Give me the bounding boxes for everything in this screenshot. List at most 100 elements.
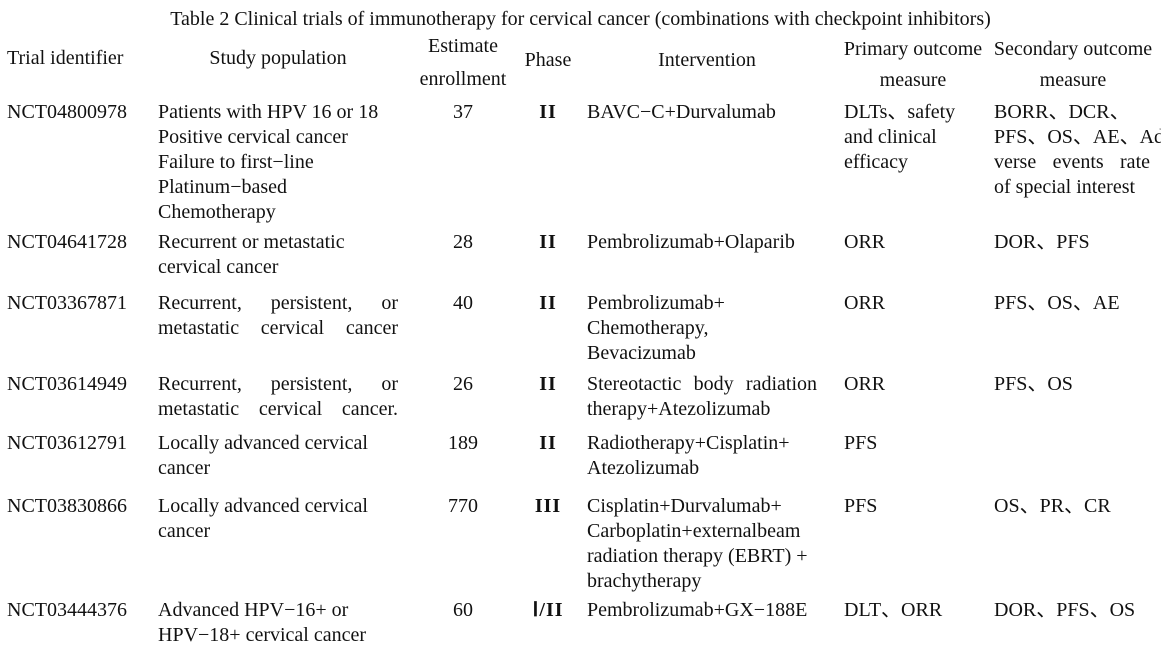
intervention-cell: BAVC−C+Durvalumab [587, 100, 817, 125]
secondary-line: PFS、OS、AE、Ad− [994, 126, 1161, 148]
phase: II [539, 432, 557, 454]
population-cell: Advanced HPV−16+ or HPV−18+ cervical canc… [158, 598, 398, 648]
secondary-line: DOR、PFS [994, 231, 1090, 253]
primary-cell: ORR [844, 230, 954, 255]
primary-cell: DLT、ORR [844, 598, 954, 623]
intervention-cell: Pembrolizumab+ Chemotherapy, Bevacizumab [587, 291, 817, 366]
population-line: cancer [158, 520, 211, 542]
intervention-line: Carboplatin+externalbeam [587, 520, 801, 542]
header-secondary-line1: Secondary outcome [993, 38, 1153, 60]
primary-cell: ORR [844, 291, 954, 316]
phase: Ⅰ/II [532, 599, 564, 621]
intervention-cell: Radiotherapy+Cisplatin+ Atezolizumab [587, 431, 817, 481]
population-line: Advanced HPV−16+ or [158, 599, 349, 621]
phase: II [539, 231, 557, 253]
primary-line: DLT、ORR [844, 599, 943, 621]
secondary-line: PFS、OS [994, 373, 1073, 395]
estimate-enrollment: 28 [453, 231, 473, 253]
population-line: Locally advanced cervical [158, 495, 368, 517]
trial-identifier: NCT03830866 [7, 495, 127, 517]
population-line: Recurrent, persistent, or [158, 292, 398, 314]
population-cell: Locally advanced cervical cancer [158, 431, 398, 481]
trial-identifier: NCT03367871 [7, 292, 127, 314]
phase: II [539, 292, 557, 314]
population-cell: Locally advanced cervical cancer [158, 494, 398, 544]
population-line: metastatic cervical cancer [158, 317, 398, 339]
primary-cell: DLTs、safety and clinical efficacy [844, 100, 956, 175]
trial-identifier: NCT03614949 [7, 373, 127, 395]
secondary-line: OS、PR、CR [994, 495, 1111, 517]
intervention-line: brachytherapy [587, 570, 702, 592]
intervention-line: BAVC−C+Durvalumab [587, 101, 776, 123]
header-enrollment-line1: Estimate [428, 35, 498, 57]
population-line: HPV−18+ cervical cancer [158, 624, 367, 646]
estimate-enrollment: 60 [453, 599, 473, 621]
population-line: Failure to first−line [158, 151, 314, 173]
header-trial-identifier: Trial identifier [7, 47, 124, 69]
phase: II [539, 373, 557, 395]
primary-line: ORR [844, 373, 886, 395]
estimate-enrollment: 189 [448, 432, 478, 454]
intervention-line: therapy+Atezolizumab [587, 398, 771, 420]
intervention-line: Stereotactic body radiation [587, 373, 817, 395]
intervention-line: Pembrolizumab+ [587, 292, 725, 314]
secondary-cell: BORR、DCR、 PFS、OS、AE、Ad− verse events rate o… [994, 100, 1161, 200]
intervention-line: Radiotherapy+Cisplatin+ [587, 432, 790, 454]
primary-line: ORR [844, 231, 886, 253]
intervention-line: radiation therapy (EBRT) + [587, 545, 808, 567]
secondary-cell: DOR、PFS、OS [994, 598, 1150, 623]
header-primary-line2: measure [879, 69, 947, 91]
header-primary-line1: Primary outcome [843, 38, 983, 60]
trial-identifier: NCT03444376 [7, 599, 127, 621]
secondary-line: of special interest [994, 176, 1136, 198]
primary-line: DLTs、safety [844, 101, 956, 123]
intervention-line: Pembrolizumab+Olaparib [587, 231, 795, 253]
secondary-cell: OS、PR、CR [994, 494, 1150, 519]
population-line: cervical cancer [158, 256, 279, 278]
secondary-line: BORR、DCR、 [994, 101, 1130, 123]
intervention-line: Bevacizumab [587, 342, 696, 364]
population-cell: Recurrent, persistent, or metastatic cerv… [158, 291, 398, 341]
trial-identifier: NCT04641728 [7, 231, 127, 253]
header-intervention: Intervention [658, 49, 756, 71]
intervention-line: Cisplatin+Durvalumab+ [587, 495, 782, 517]
secondary-line: PFS、OS、AE [994, 292, 1120, 314]
table-title: Table 2 Clinical trials of immunotherapy… [170, 8, 991, 30]
primary-cell: PFS [844, 431, 954, 456]
population-line: Positive cervical cancer [158, 126, 348, 148]
primary-line: efficacy [844, 151, 909, 173]
intervention-line: Pembrolizumab+GX−188E [587, 599, 808, 621]
primary-line: PFS [844, 432, 878, 454]
secondary-cell: DOR、PFS [994, 230, 1150, 255]
population-line: Recurrent, persistent, or [158, 373, 398, 395]
intervention-cell: Stereotactic body radiation therapy+Atezo… [587, 372, 817, 422]
population-line: Chemotherapy [158, 201, 276, 223]
population-line: Recurrent or metastatic [158, 231, 345, 253]
estimate-enrollment: 26 [453, 373, 473, 395]
population-line: Locally advanced cervical [158, 432, 368, 454]
secondary-line: verse events rate [994, 151, 1150, 173]
intervention-cell: Cisplatin+Durvalumab+ Carboplatin+externa… [587, 494, 817, 594]
primary-cell: PFS [844, 494, 954, 519]
estimate-enrollment: 40 [453, 292, 473, 314]
phase: II [539, 101, 557, 123]
trial-identifier: NCT04800978 [7, 101, 127, 123]
population-line: cancer [158, 457, 211, 479]
estimate-enrollment: 37 [453, 101, 473, 123]
intervention-cell: Pembrolizumab+GX−188E [587, 598, 817, 623]
secondary-cell: PFS、OS、AE [994, 291, 1150, 316]
intervention-line: Chemotherapy, [587, 317, 709, 339]
population-cell: Recurrent, persistent, or metastatic cerv… [158, 372, 398, 422]
primary-cell: ORR [844, 372, 954, 397]
intervention-line: Atezolizumab [587, 457, 700, 479]
phase: III [534, 495, 562, 517]
population-cell: Recurrent or metastatic cervical cancer [158, 230, 398, 280]
population-cell: Patients with HPV 16 or 18 Positive cervi… [158, 100, 398, 225]
header-enrollment-line2: enrollment [419, 68, 507, 90]
estimate-enrollment: 770 [448, 495, 478, 517]
header-study-population: Study population [209, 47, 347, 69]
primary-line: ORR [844, 292, 886, 314]
secondary-cell: PFS、OS [994, 372, 1150, 397]
primary-line: and clinical [844, 126, 937, 148]
secondary-line: DOR、PFS、OS [994, 599, 1136, 621]
